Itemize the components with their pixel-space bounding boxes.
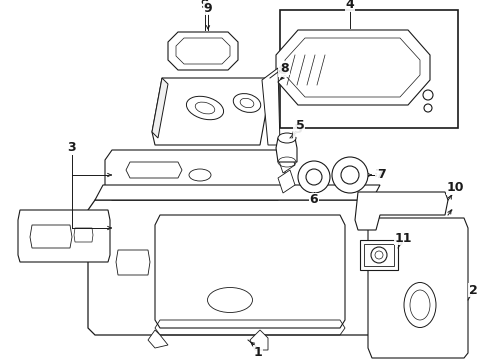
Polygon shape (88, 200, 377, 335)
Text: 6: 6 (309, 193, 318, 207)
Text: 8: 8 (278, 63, 287, 77)
Text: 9: 9 (200, 0, 209, 12)
Text: 1: 1 (253, 346, 262, 359)
Ellipse shape (278, 133, 295, 143)
Bar (280, 10, 457, 128)
Text: 11: 11 (393, 231, 411, 244)
Circle shape (297, 161, 329, 193)
Polygon shape (105, 150, 285, 200)
Polygon shape (152, 78, 168, 138)
Polygon shape (168, 32, 238, 70)
Text: 9: 9 (203, 1, 212, 14)
Text: 6: 6 (309, 193, 318, 207)
Text: 5: 5 (293, 123, 302, 136)
Bar (363, 244, 393, 266)
Circle shape (331, 157, 367, 193)
Polygon shape (152, 78, 269, 145)
Circle shape (423, 104, 431, 112)
Circle shape (422, 90, 432, 100)
Polygon shape (275, 138, 296, 162)
Text: 7: 7 (377, 168, 386, 181)
Polygon shape (262, 68, 280, 145)
Polygon shape (155, 215, 345, 328)
Polygon shape (95, 185, 379, 200)
Bar (359, 240, 397, 270)
Text: 2: 2 (468, 284, 476, 297)
Polygon shape (367, 218, 467, 358)
Polygon shape (18, 210, 110, 262)
Text: 3: 3 (67, 141, 76, 154)
Polygon shape (249, 330, 267, 350)
Text: 4: 4 (345, 0, 354, 12)
Polygon shape (354, 192, 447, 230)
Text: 8: 8 (280, 62, 289, 75)
Polygon shape (275, 30, 429, 105)
Polygon shape (148, 330, 168, 348)
Polygon shape (278, 170, 294, 193)
Text: 5: 5 (295, 120, 304, 132)
Text: 10: 10 (446, 181, 463, 194)
Polygon shape (278, 150, 294, 173)
Text: 7: 7 (375, 168, 384, 181)
